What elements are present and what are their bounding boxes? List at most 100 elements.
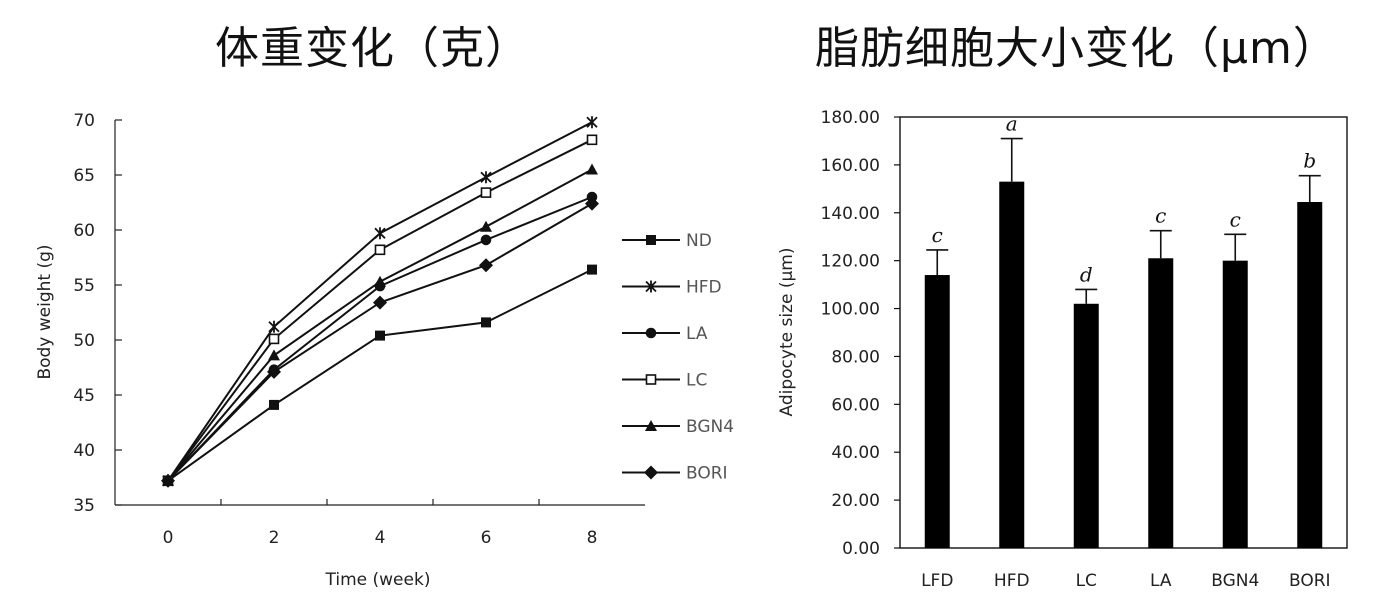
bar-chart-y-tick-label: 120.00 — [821, 252, 880, 272]
data-point-hfd — [586, 116, 598, 129]
data-point-bori — [267, 364, 281, 379]
data-point-bgn4 — [480, 220, 492, 232]
bar-chart-y-tick-label: 180.00 — [821, 108, 880, 128]
significance-label-la: c — [1155, 204, 1166, 228]
data-point-lc — [268, 333, 280, 345]
legend-label-bgn4: BGN4 — [686, 417, 734, 437]
data-point-nd — [269, 399, 279, 410]
series-line-lc — [167, 138, 593, 482]
data-point-bgn4 — [586, 163, 598, 175]
diamond-marker — [267, 364, 281, 379]
bar-lc — [1073, 303, 1099, 548]
legend-marker-bori — [644, 465, 658, 480]
line-chart-x-tick-label: 4 — [375, 528, 386, 548]
significance-label-bgn4: c — [1230, 207, 1241, 231]
bar-chart-y-tick-label: 20.00 — [831, 491, 880, 511]
line-chart-x-axis-title: Time (week) — [325, 570, 431, 590]
line-chart-x-tick-label: 8 — [587, 528, 598, 548]
data-point-bori — [373, 295, 387, 310]
line-chart-x-tick-label: 0 — [163, 528, 174, 548]
legend-marker-hfd — [645, 280, 657, 293]
line-chart-title: 体重变化（克） — [215, 23, 530, 74]
significance-label-lc: d — [1080, 262, 1093, 286]
data-point-nd — [481, 317, 491, 328]
line-chart-x-tick-label: 6 — [481, 528, 492, 548]
legend-marker-bgn4 — [645, 420, 657, 431]
open-square-marker — [586, 134, 598, 146]
legend-label-nd: ND — [686, 231, 712, 251]
legend-label-bori: BORI — [686, 464, 728, 484]
significance-label-lfd: c — [932, 223, 943, 247]
bar-chart-title: 脂肪细胞大小变化（μm） — [815, 23, 1338, 74]
legend-marker-nd — [646, 235, 656, 245]
bar-category-label-lfd: LFD — [921, 571, 953, 591]
legend-marker-lc — [645, 374, 657, 385]
data-point-hfd — [480, 171, 492, 184]
asterisk-marker — [586, 116, 598, 129]
bar-chart-y-tick-label: 160.00 — [821, 156, 880, 176]
line-chart-y-tick-label: 45 — [73, 386, 95, 406]
data-point-la — [480, 234, 492, 246]
data-point-hfd — [268, 320, 280, 333]
bar-chart-y-tick-label: 0.00 — [842, 539, 880, 559]
diamond-marker — [373, 295, 387, 310]
bar-category-label-hfd: HFD — [994, 571, 1030, 591]
bar-category-label-bori: BORI — [1289, 571, 1331, 591]
data-point-lc — [586, 134, 598, 146]
data-point-nd — [375, 330, 385, 341]
bar-lfd — [924, 275, 950, 548]
legend-label-la: LA — [686, 324, 708, 344]
circle-marker — [645, 327, 657, 339]
asterisk-marker — [268, 320, 280, 333]
bar-la — [1148, 258, 1174, 548]
bar-chart-y-axis-title: Adipocyte size (μm) — [777, 248, 797, 417]
open-square-marker — [374, 244, 386, 256]
line-chart-y-tick-label: 35 — [73, 496, 95, 516]
asterisk-marker — [374, 227, 386, 240]
data-point-lc — [480, 187, 492, 198]
bar-bgn4 — [1222, 260, 1248, 548]
significance-label-hfd: a — [1006, 112, 1018, 136]
bar-category-label-lc: LC — [1076, 571, 1097, 591]
significance-label-bori: b — [1303, 149, 1316, 173]
data-point-hfd — [374, 227, 386, 240]
bar-chart-y-tick-label: 80.00 — [831, 347, 880, 367]
triangle-marker — [480, 220, 492, 232]
diamond-marker — [585, 196, 599, 211]
legend-marker-la — [645, 327, 657, 339]
legend-label-hfd: HFD — [686, 278, 722, 298]
triangle-marker — [374, 275, 386, 287]
square-marker — [269, 399, 279, 410]
data-point-bori — [479, 258, 493, 273]
triangle-marker — [645, 420, 657, 431]
bar-category-label-bgn4: BGN4 — [1211, 571, 1259, 591]
triangle-marker — [586, 163, 598, 175]
square-marker — [587, 264, 597, 275]
square-marker — [646, 235, 656, 245]
line-chart-y-tick-label: 70 — [73, 111, 95, 131]
legend-label-lc: LC — [686, 371, 707, 391]
data-point-bgn4 — [374, 275, 386, 287]
bar-chart-y-tick-label: 140.00 — [821, 204, 880, 224]
open-square-marker — [268, 333, 280, 345]
line-chart-y-axis-title: Body weight (g) — [35, 244, 55, 379]
line-chart-y-tick-label: 65 — [73, 166, 95, 186]
bar-chart-y-tick-label: 60.00 — [831, 395, 880, 415]
data-point-nd — [587, 264, 597, 275]
line-chart-y-tick-label: 40 — [73, 441, 95, 461]
diamond-marker — [161, 473, 175, 488]
bar-hfd — [999, 181, 1025, 548]
open-square-marker — [645, 374, 657, 385]
line-chart-y-tick-label: 50 — [73, 331, 95, 351]
asterisk-marker — [645, 280, 657, 293]
data-point-lc — [374, 244, 386, 256]
data-point-bgn4 — [268, 349, 280, 361]
asterisk-marker — [480, 171, 492, 184]
bar-chart-y-tick-label: 40.00 — [831, 443, 880, 463]
bar-chart-y-tick-label: 100.00 — [821, 300, 880, 320]
bar-chart-frame — [899, 116, 1348, 549]
square-marker — [375, 330, 385, 341]
open-square-marker — [480, 187, 492, 198]
line-chart-y-tick-label: 55 — [73, 276, 95, 296]
